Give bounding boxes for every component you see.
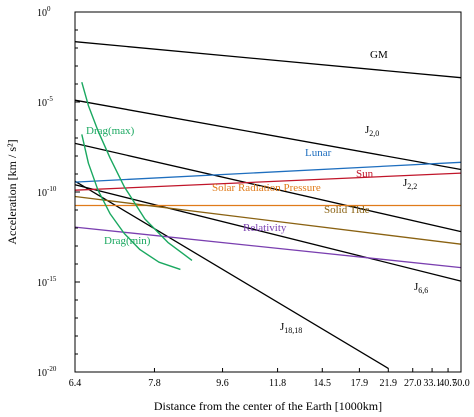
y-tick-label: 10-15 — [37, 275, 57, 289]
y-tick-label: 100 — [37, 5, 51, 19]
x-tick-label: 7.8 — [148, 378, 161, 389]
series-line-j2-0 — [74, 99, 462, 171]
series-label-j2-0: J2,0 — [365, 124, 379, 138]
series-line-drag-min — [81, 134, 181, 271]
series-label-drag-max: Drag(max) — [86, 125, 135, 137]
axis-layer: 6.4 7.8 9.6 11.8 14.5 17.9 21.9 27.0 33.140.750.… — [37, 5, 470, 389]
series-line-relativity — [74, 226, 462, 269]
series-line-drag-max — [81, 82, 193, 261]
series-label-gm: GM — [370, 49, 388, 61]
x-tick-label: 6.4 — [69, 378, 82, 389]
y-tick-label: 10-20 — [37, 365, 57, 379]
series-label-j6-6: J6,6 — [414, 281, 428, 295]
series-line-sun — [74, 172, 462, 191]
x-tick-label: 50.0 — [452, 378, 470, 389]
x-tick-label: 11.8 — [269, 378, 286, 389]
series-label-solid-tide: Solid Tide — [324, 204, 370, 216]
x-tick-label: 21.9 — [380, 378, 398, 389]
x-tick-label: 14.5 — [314, 378, 332, 389]
y-axis-title: Acceleration [km / s²] — [5, 139, 19, 244]
x-tick-label: 33.1 — [423, 378, 441, 389]
series-label-solar-radiation-pressure: Solar Radiation Pressure — [212, 182, 321, 194]
x-tick-label: 27.0 — [404, 378, 422, 389]
series-layer — [74, 41, 462, 369]
series-line-lunar — [74, 161, 462, 183]
y-tick-label: 10-10 — [37, 185, 57, 199]
series-label-j2-2: J2,2 — [403, 177, 417, 191]
series-label-relativity: Relativity — [243, 222, 287, 234]
series-line-j6-6 — [74, 184, 462, 282]
series-label-sun: Sun — [356, 168, 374, 180]
series-line-gm — [74, 41, 462, 79]
series-line-j2-2 — [74, 142, 462, 233]
x-axis-title: Distance from the center of the Earth [1… — [154, 399, 382, 413]
series-label-lunar: Lunar — [305, 147, 332, 159]
x-tick-label: 40.7 — [439, 378, 457, 389]
x-tick-label: 9.6 — [216, 378, 229, 389]
x-tick-label: 17.9 — [351, 378, 369, 389]
series-label-drag-min: Drag(min) — [104, 235, 151, 247]
series-line-j18-18 — [74, 180, 389, 369]
y-tick-label: 10-5 — [37, 95, 53, 109]
label-layer: GM J2,0 J2,2 J6,6 J18,18 Lunar Sun Solar Radiat… — [86, 49, 428, 335]
series-line-solid-tide — [74, 195, 462, 245]
series-label-j18-18: J18,18 — [280, 321, 302, 335]
